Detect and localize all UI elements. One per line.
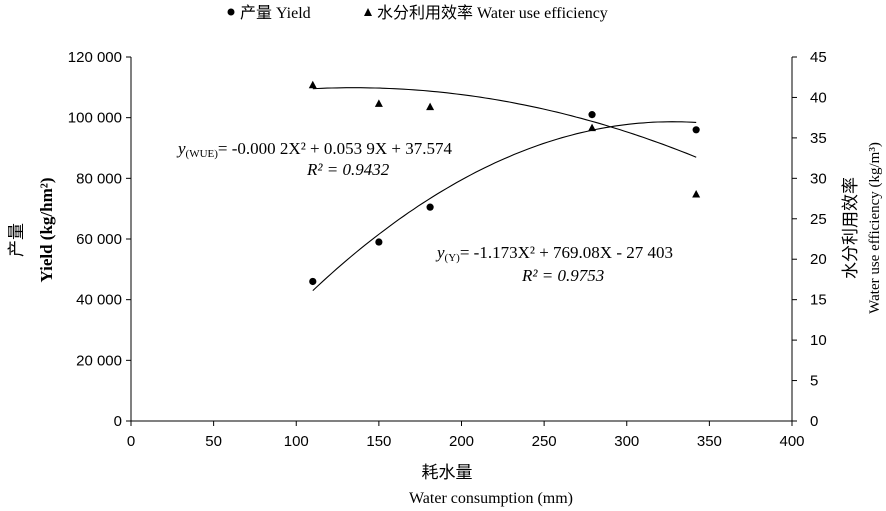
x-tick-label: 150	[366, 433, 391, 450]
left-y-tick-label: 40 000	[76, 292, 122, 309]
wue-eq-body: = -0.000 2X² + 0.053 9X + 37.574	[218, 139, 453, 158]
right-y-tick-label: 45	[810, 49, 827, 66]
right-y-tick-label: 5	[810, 373, 818, 390]
left-y-ticks: 0 20 000 40 000 60 000 80 000 100 000 120 000	[68, 49, 131, 430]
left-y-tick-label: 100 000	[68, 110, 122, 127]
yield-point	[309, 277, 317, 286]
right-y-tick-label: 30	[810, 170, 827, 187]
left-axis-title-en: Yield (kg/hm²)	[37, 177, 56, 282]
wue-fit-curve	[312, 87, 697, 158]
right-axis-title-en: Water use efficiency (kg/m³)	[867, 142, 883, 314]
wue-point	[692, 190, 701, 198]
x-axis-title-cn: 耗水量	[422, 463, 473, 483]
x-ticks: 0 50 100 150 200 250 300 350 400	[127, 421, 805, 450]
wue-eq-subscript: (WUE)	[186, 148, 219, 160]
left-y-tick-label: 0	[114, 413, 122, 430]
x-tick-label: 250	[532, 433, 557, 450]
right-y-ticks: 0 5 10 15 20 25 30 35 40 45	[792, 49, 827, 430]
yield-eq-body: = -1.173X² + 769.08X - 27 403	[460, 243, 673, 262]
right-y-tick-label: 40	[810, 89, 827, 106]
wue-equation: y(WUE)= -0.000 2X² + 0.053 9X + 37.574 R…	[176, 139, 452, 179]
yield-points	[309, 111, 700, 286]
wue-point	[308, 80, 317, 89]
left-axis-title-cn: 产量	[7, 223, 27, 257]
left-y-tick-label: 120 000	[68, 49, 122, 66]
right-y-tick-label: 10	[810, 332, 827, 349]
x-tick-label: 0	[127, 433, 135, 450]
svg-text:y(WUE)= -0.000 2X² + 0.053 9X: y(WUE)= -0.000 2X² + 0.053 9X + 37.574	[176, 139, 452, 160]
wue-point	[426, 102, 435, 111]
right-y-tick-label: 0	[810, 413, 818, 430]
right-axis-title-cn: 水分利用效率	[841, 177, 861, 279]
wue-point	[374, 99, 383, 107]
yield-r2: R² = 0.9753	[521, 266, 604, 285]
right-y-tick-label: 35	[810, 130, 827, 147]
legend-wue-label: 水分利用效率 Water use efficiency	[377, 4, 608, 22]
x-tick-label: 350	[697, 433, 722, 450]
wue-eq-symbol: y	[176, 139, 186, 158]
yield-point	[588, 111, 596, 119]
legend-wue-marker	[364, 8, 372, 16]
left-y-tick-label: 80 000	[76, 170, 122, 187]
yield-point	[692, 126, 700, 134]
wue-point	[588, 123, 597, 132]
left-y-tick-label: 60 000	[76, 231, 122, 248]
x-tick-label: 50	[205, 433, 222, 450]
x-tick-label: 100	[284, 433, 309, 450]
x-axis-title-en: Water consumption (mm)	[409, 490, 573, 507]
yield-fit-curve	[312, 121, 697, 292]
yield-equation: y(Y)= -1.173X² + 769.08X - 27 403 R² = 0…	[435, 243, 673, 285]
right-y-tick-label: 20	[810, 251, 827, 268]
x-tick-label: 400	[779, 433, 804, 450]
x-tick-label: 200	[449, 433, 474, 450]
yield-eq-subscript: (Y)	[445, 252, 461, 264]
yield-point	[426, 203, 434, 211]
left-y-tick-label: 20 000	[76, 352, 122, 369]
svg-text:y(Y)= -1.173X² + 769.08X - 27: y(Y)= -1.173X² + 769.08X - 27 403	[435, 243, 673, 264]
legend-yield-label: 产量 Yield	[240, 4, 311, 22]
x-tick-label: 300	[614, 433, 639, 450]
wue-points	[308, 80, 701, 198]
right-y-tick-label: 25	[810, 211, 827, 228]
axes	[130, 57, 793, 422]
legend: 产量 Yield 水分利用效率 Water use efficiency	[227, 4, 608, 22]
yield-point	[375, 238, 383, 246]
legend-yield-marker	[227, 8, 235, 16]
yield-eq-symbol: y	[435, 243, 445, 262]
wue-r2: R² = 0.9432	[306, 160, 390, 179]
right-y-tick-label: 15	[810, 292, 827, 309]
